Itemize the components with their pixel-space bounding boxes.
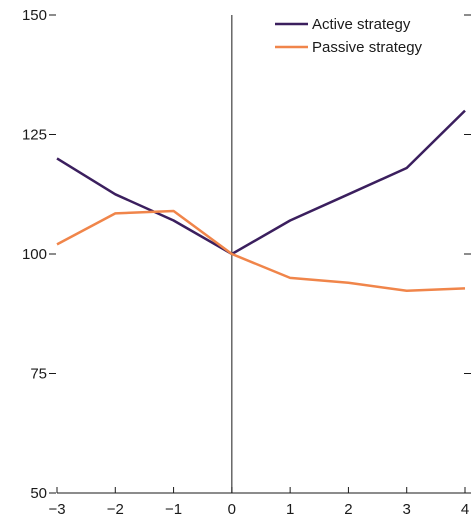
y-tick-label: 125 [22, 127, 47, 144]
y-tick-label: 150 [22, 7, 47, 24]
x-tick-label: 0 [228, 501, 236, 518]
series-line-active-strategy [56, 109, 466, 256]
y-tick-label: 50 [30, 485, 47, 502]
x-tick-label: −1 [165, 501, 182, 518]
legend-label: Active strategy [312, 16, 411, 33]
legend: Active strategy Passive strategy [275, 16, 423, 56]
x-tick-label: 3 [403, 501, 411, 518]
x-tick-label: 4 [461, 501, 469, 518]
x-tick-label: 2 [344, 501, 352, 518]
y-tick-label: 100 [22, 246, 47, 263]
x-tick-label: 1 [286, 501, 294, 518]
series-line-passive-strategy [56, 209, 466, 293]
series-lines [56, 109, 466, 293]
axes: −3 −2 −1 0 1 2 3 4 50 75 100 125 150 [22, 7, 471, 518]
x-tick-label: −3 [48, 501, 65, 518]
y-tick-label: 75 [30, 366, 47, 383]
legend-label: Passive strategy [312, 39, 423, 56]
x-tick-label: −2 [107, 501, 124, 518]
